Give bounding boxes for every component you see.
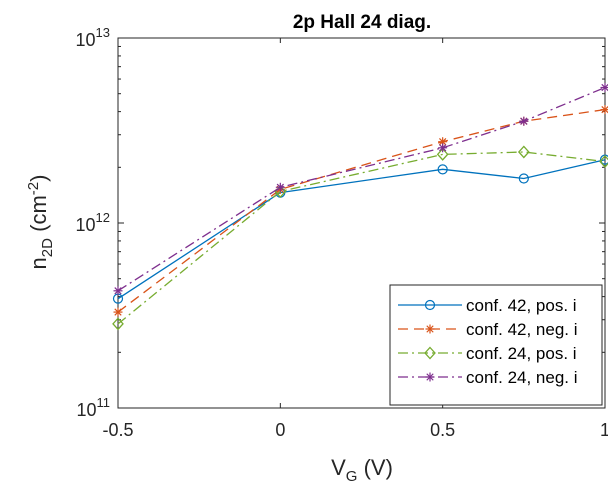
y-axis-label-mid: (cm [26,195,51,238]
marker-diamond [599,155,608,168]
marker-circle [518,173,529,184]
x-axis-label-sub: G [346,468,358,485]
x-tick-label: 1 [600,420,608,440]
legend-marker [424,346,436,360]
marker-stroke [426,325,434,333]
legend-marker [425,324,435,334]
series-layer [112,83,608,331]
data-point [600,83,608,93]
x-tick-label: -0.5 [102,420,133,440]
data-point [275,182,285,192]
marker-diamond [424,346,436,360]
marker-stroke [439,138,447,146]
data-point [438,143,448,153]
marker-circle [424,299,436,311]
y-tick-label-exponent: 11 [97,395,111,410]
y-axis-label-sup: -2 [25,182,42,195]
y-tick-label-base: 10 [76,400,96,420]
data-point [113,286,123,296]
legend-label: conf. 24, neg. i [466,368,578,387]
data-point [436,147,449,161]
series-line-1 [117,159,606,300]
data-point [599,155,608,168]
legend-label: conf. 24, pos. i [466,344,577,363]
marker-stroke [114,308,122,316]
x-axis-label: VG (V) [331,455,393,485]
marker-circle [437,164,448,175]
y-axis-label: n2D (cm-2) [25,175,56,270]
marker-stroke [601,83,608,92]
y-tick-label: 1012 [76,210,111,235]
x-tick-label: 0.5 [430,420,455,440]
legend-marker [424,299,436,311]
x-axis-label-rest: (V) [357,455,392,480]
marker-stroke [276,183,284,191]
data-point [112,317,124,331]
x-tick-label: 0 [275,420,285,440]
y-axis-label-end: ) [26,175,51,182]
legend-label: conf. 42, neg. i [466,320,578,339]
data-point [518,173,529,184]
data-point [517,145,530,159]
marker-stroke [426,373,434,381]
y-tick-label-base: 10 [76,30,96,50]
marker-stroke [114,287,122,295]
data-point [519,116,529,126]
series-line-4 [117,86,606,292]
marker-stroke [520,117,528,125]
data-point [600,105,608,115]
chart-title: 2p Hall 24 diag. [293,12,431,33]
legend: conf. 42, pos. i conf. 42, neg. i conf. 24… [389,284,603,406]
y-axis-label-main: n [26,257,51,269]
marker-diamond [517,145,530,159]
marker-stroke [601,105,608,114]
y-tick-label: 1013 [76,25,111,50]
marker-diamond [112,317,124,331]
y-tick-label: 1011 [76,395,110,420]
x-axis-label-main: V [331,455,346,480]
y-tick-label-exponent: 13 [96,25,110,40]
marker-stroke [439,144,447,152]
series-line-3 [117,151,606,325]
y-tick-label-base: 10 [76,215,96,235]
data-point [437,164,448,175]
legend-marker [425,372,435,382]
legend-label: conf. 42, pos. i [466,296,577,315]
marker-diamond [436,147,449,161]
data-point [113,307,123,317]
y-axis-label-sub: 2D [39,238,56,257]
y-tick-label-exponent: 12 [96,210,110,225]
